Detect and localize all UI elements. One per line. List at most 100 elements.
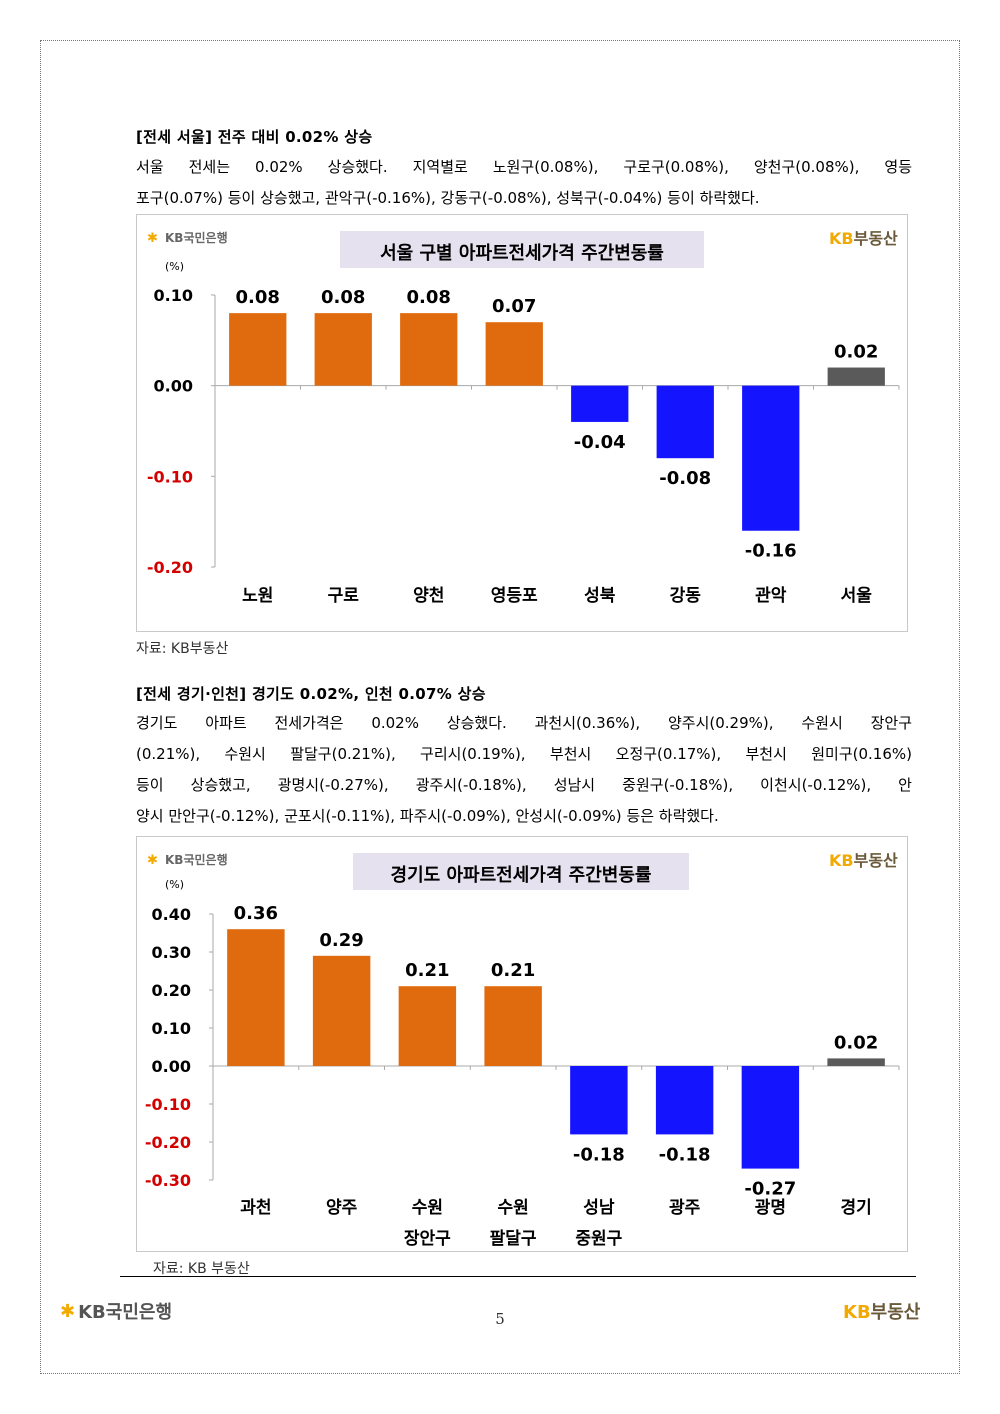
kb-star-icon: ✱ [60,1300,76,1322]
kb-star-icon: ✱ [147,231,158,246]
section2-line: (0.21%), 수원시 팔달구(0.21%), 구리시(0.19%), 부천시… [136,745,912,763]
data-label: -0.08 [659,468,711,489]
category-label: 구로 [328,586,360,606]
chart-kb-realestate-logo: KB부동산 [829,851,898,870]
bar [571,385,629,422]
section2-paragraph: 경기도 아파트 전세가격은 0.02% 상승했다. 과천시(0.36%), 양주… [136,708,912,832]
section2-line: 등이 상승했고, 광명시(-0.27%), 광주시(-0.18%), 성남시 중… [136,776,912,794]
section1-source: 자료: KB부동산 [136,641,229,657]
chart-kb-bank-logo: KB국민은행 [165,852,228,867]
section2-source: 자료: KB 부동산 [153,1261,250,1277]
data-label: 0.07 [492,296,536,317]
bar [400,313,458,386]
y-tick-label: 0.00 [152,1057,191,1076]
section1-line: 서울 전세는 0.02% 상승했다. 지역별로 노원구(0.08%), 구로구(… [136,158,912,176]
data-label: -0.04 [574,432,626,453]
bar [741,1066,800,1169]
footer-kb-realestate-rest: 부동산 [870,1302,921,1323]
y-tick-label: -0.10 [147,467,193,486]
data-label: 0.08 [236,287,280,308]
y-tick-label: 0.40 [152,905,191,924]
footer-kb-realestate-logo: KB부동산 [843,1298,920,1324]
chart-unit-label: (%) [165,878,184,891]
y-tick-label: 0.00 [154,377,193,396]
category-label: 노원 [242,586,273,606]
bar [229,313,287,386]
category-label: 광주 [669,1198,701,1218]
data-label: 0.08 [407,287,451,308]
chart-title-box [340,231,704,268]
category-label: 성북 [584,586,616,606]
bar [655,1066,714,1135]
footer-rule [120,1276,916,1277]
data-label: 0.02 [834,342,878,363]
y-tick-label: -0.30 [145,1171,191,1190]
data-label: 0.21 [491,960,535,981]
bar [484,986,542,1066]
footer-kb-bank-text: KB국민은행 [78,1302,173,1323]
section1-line: 포구(0.07%) 등이 상승했고, 관악구(-0.16%), 강동구(-0.0… [136,189,760,207]
page-frame [40,40,960,1374]
category-label: 장안구 [404,1229,451,1249]
data-label: 0.08 [321,287,365,308]
category-label: 수원 [412,1198,443,1218]
data-label: 0.21 [405,960,449,981]
data-label: 0.29 [319,930,363,951]
category-label: 서울 [841,586,873,606]
y-tick-label: 0.10 [152,1019,191,1038]
chart-kb-bank-logo: KB국민은행 [165,230,228,245]
data-label: 0.02 [834,1032,878,1053]
bar [314,313,372,386]
category-label: 관악 [755,586,787,606]
category-label: 양주 [326,1198,358,1218]
bar [742,385,800,531]
section1-heading: [전세 서울] 전주 대비 0.02% 상승 [136,128,373,146]
category-label: 경기 [840,1198,871,1218]
data-label: 0.36 [234,903,278,924]
category-label: 팔달구 [490,1228,537,1249]
chart-title: 서울 구별 아파트전세가격 주간변동률 [380,243,664,264]
y-tick-label: -0.20 [147,558,193,577]
bar [227,929,285,1066]
category-label: 광명 [755,1198,786,1218]
data-label: -0.18 [659,1144,711,1165]
data-label: -0.27 [744,1179,796,1200]
y-tick-label: 0.30 [152,943,191,962]
category-label: 양천 [413,586,444,606]
bar [312,955,371,1066]
category-label: 중원구 [575,1229,622,1249]
y-tick-label: 0.10 [154,286,193,305]
bar [485,322,543,386]
chart-unit-label: (%) [165,260,184,273]
category-label: 수원 [497,1198,528,1218]
page-number: 5 [495,1310,505,1328]
section2-line: 양시 만안구(-0.12%), 군포시(-0.11%), 파주시(-0.09%)… [136,807,719,825]
y-tick-label: 0.20 [152,981,191,1000]
section2-heading: [전세 경기·인천] 경기도 0.02%, 인천 0.07% 상승 [136,685,486,703]
kb-star-icon: ✱ [147,853,158,868]
chart-title-box [353,853,689,890]
y-tick-label: -0.10 [145,1095,191,1114]
bar [398,986,457,1066]
footer-kb-realestate-kb: KB [843,1302,871,1323]
footer-kb-bank-logo: ✱ KB국민은행 [60,1298,172,1324]
chart-kb-realestate-logo: KB부동산 [829,229,898,248]
category-label: 과천 [240,1198,271,1218]
y-tick-label: -0.20 [145,1133,191,1152]
category-label: 성남 [583,1198,615,1218]
chart-title: 경기도 아파트전세가격 주간변동률 [391,865,652,886]
bar [570,1066,628,1135]
section1-paragraph: 서울 전세는 0.02% 상승했다. 지역별로 노원구(0.08%), 구로구(… [136,152,912,214]
category-label: 강동 [670,586,702,606]
category-label: 영등포 [491,586,538,606]
section2-line: 경기도 아파트 전세가격은 0.02% 상승했다. 과천시(0.36%), 양주… [136,714,912,732]
bar [656,385,714,459]
bar [827,367,885,386]
data-label: -0.18 [573,1144,625,1165]
bar [827,1058,885,1066]
data-label: -0.16 [745,541,797,562]
